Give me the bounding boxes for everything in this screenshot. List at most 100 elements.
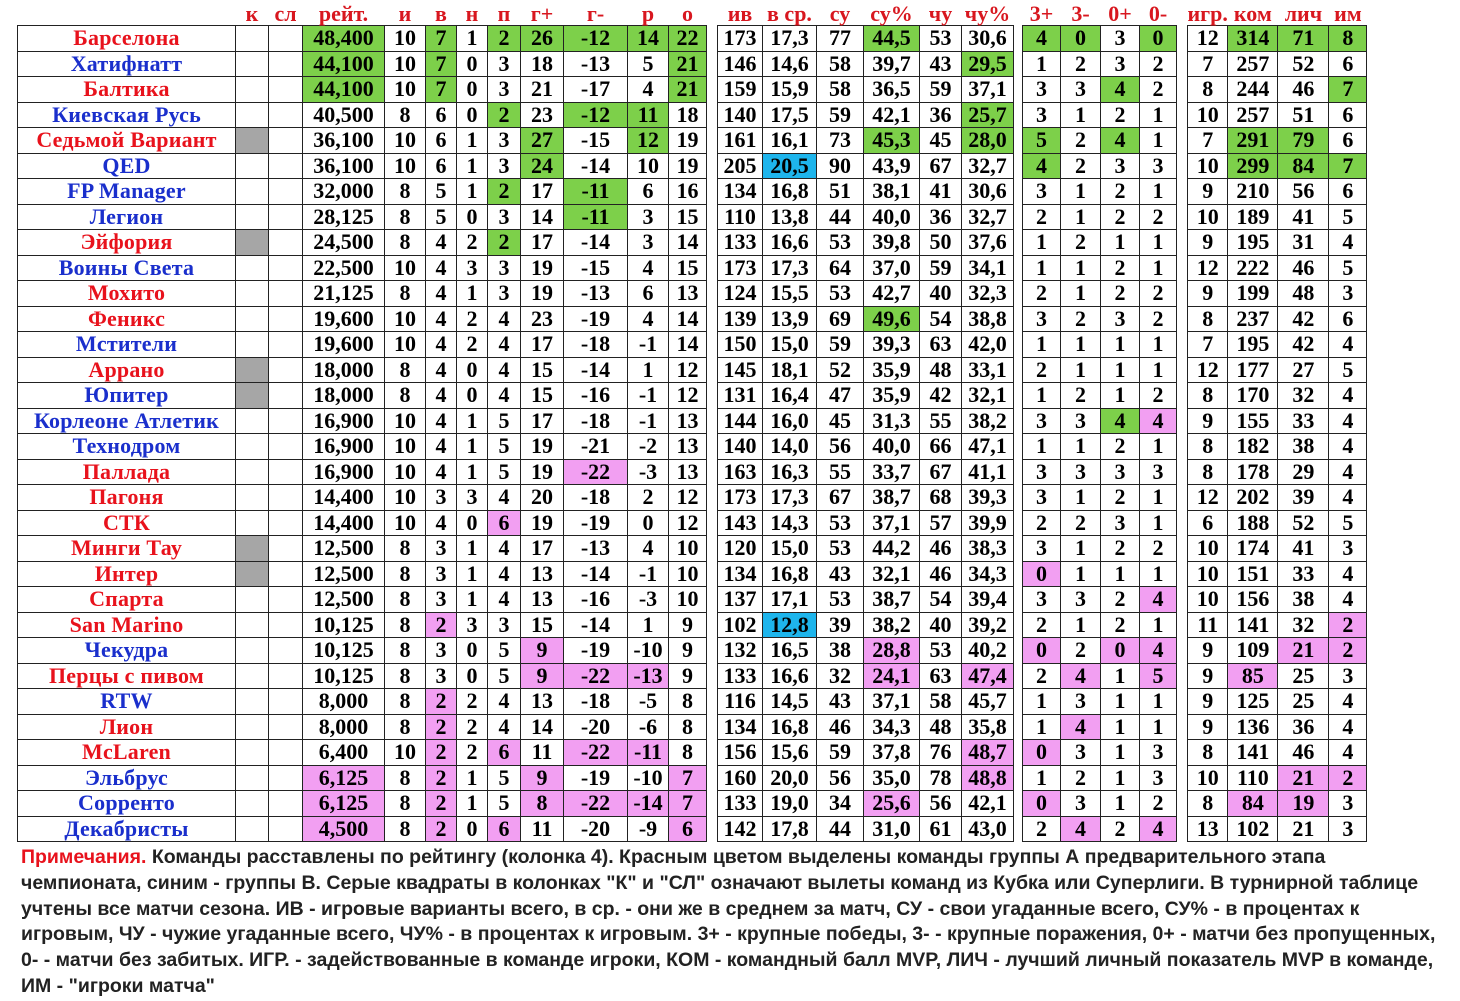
column-gap	[1176, 586, 1188, 612]
games-cell: 10	[384, 458, 426, 485]
personal-mvp-cell: 27	[1277, 356, 1330, 383]
draws-cell: 1	[456, 535, 488, 562]
goal-diff-cell: 1	[627, 356, 669, 383]
own-guessed-cell: 64	[816, 254, 864, 281]
big-losses-cell: 1	[1060, 611, 1101, 638]
table-row: Технодром 16,900 10 4 1 5 19 -21 -2 13 140 14,0 56 40…	[17, 433, 1368, 460]
team-mvp-cell: 125	[1227, 688, 1279, 715]
table-row: Балтика 44,100 10 7 0 3 21 -17 4 21 159 15,9 58 36,5 5…	[17, 76, 1368, 103]
rating-cell: 10,125	[302, 611, 385, 638]
goals-against-cell: -19	[563, 764, 628, 791]
column-gap	[706, 204, 718, 230]
goals-for-cell: 19	[520, 509, 564, 536]
column-gap	[706, 76, 718, 102]
other-guessed-cell: 59	[919, 76, 962, 103]
goal-diff-cell: -2	[627, 433, 669, 460]
own-guessed-pct-cell: 38,2	[863, 611, 920, 638]
draws-cell: 1	[456, 433, 488, 460]
rating-cell: 21,125	[302, 280, 385, 307]
goal-diff-cell: -10	[627, 764, 669, 791]
wins-cell: 6	[425, 127, 457, 154]
big-wins-cell: 2	[1022, 356, 1061, 383]
big-wins-cell: 4	[1022, 152, 1061, 179]
goals-against-cell: -14	[563, 152, 628, 179]
own-guessed-cell: 58	[816, 50, 864, 77]
notes-label: Примечания.	[21, 846, 147, 868]
own-guessed-cell: 69	[816, 305, 864, 332]
goal-diff-cell: 6	[627, 280, 669, 307]
team-mvp-cell: 177	[1227, 356, 1279, 383]
big-losses-cell: 2	[1060, 127, 1101, 154]
players-of-match-cell: 4	[1328, 713, 1368, 740]
own-guessed-pct-cell: 28,8	[863, 637, 920, 664]
other-guessed-cell: 63	[919, 331, 962, 358]
big-losses-cell: 2	[1060, 509, 1101, 536]
failed-to-score-cell: 1	[1139, 229, 1177, 256]
cup-status-cell	[235, 101, 269, 128]
failed-to-score-cell: 1	[1139, 331, 1177, 358]
superleague-status-cell	[268, 101, 303, 128]
big-wins-cell: 2	[1022, 509, 1061, 536]
team-mvp-cell: 210	[1227, 178, 1279, 205]
team-name: Корлеоне Атлетик	[17, 407, 236, 434]
losses-cell: 3	[487, 50, 521, 77]
goals-for-cell: 26	[520, 25, 564, 52]
players-cell: 8	[1186, 433, 1229, 460]
column-gap	[1013, 663, 1023, 689]
team-mvp-cell: 174	[1227, 535, 1279, 562]
team-name: Балтика	[17, 76, 236, 103]
column-gap	[1176, 306, 1188, 332]
table-row: Сорренто 6,125 8 2 1 5 8 -22 -14 7 133 19,0 34 25,6 56…	[17, 790, 1368, 817]
wins-cell: 5	[425, 203, 457, 230]
games-cell: 10	[384, 331, 426, 358]
header-col: р	[641, 1, 655, 26]
team-name: McLaren	[17, 739, 236, 766]
team-mvp-cell: 156	[1227, 586, 1279, 613]
goals-against-cell: -22	[563, 458, 628, 485]
header-col: игр.	[1187, 1, 1228, 26]
other-guessed-pct-cell: 41,1	[961, 458, 1014, 485]
goals-against-cell: -20	[563, 713, 628, 740]
other-guessed-cell: 53	[919, 25, 962, 52]
column-gap	[1176, 714, 1188, 740]
other-guessed-cell: 54	[919, 586, 962, 613]
variants-avg-cell: 17,3	[762, 254, 817, 281]
variants-avg-cell: 17,3	[762, 25, 817, 52]
players-of-match-cell: 4	[1328, 484, 1368, 511]
cup-status-cell	[235, 509, 269, 536]
losses-cell: 3	[487, 127, 521, 154]
rating-cell: 48,400	[302, 25, 385, 52]
rating-cell: 24,500	[302, 229, 385, 256]
points-cell: 14	[668, 229, 707, 256]
variants-avg-cell: 14,6	[762, 50, 817, 77]
goals-for-cell: 21	[520, 76, 564, 103]
goal-diff-cell: -5	[627, 688, 669, 715]
table-row: Мстители 19,600 10 4 2 4 17 -18 -1 14 150 15,0 59 39,…	[17, 331, 1368, 358]
own-guessed-pct-cell: 45,3	[863, 127, 920, 154]
goals-for-cell: 15	[520, 611, 564, 638]
goals-for-cell: 13	[520, 586, 564, 613]
superleague-status-cell	[268, 203, 303, 230]
goals-against-cell: -16	[563, 586, 628, 613]
games-cell: 8	[384, 535, 426, 562]
table-row: Паллада 16,900 10 4 1 5 19 -22 -3 13 163 16,3 55 33,7…	[17, 458, 1368, 485]
superleague-status-cell	[268, 688, 303, 715]
variants-total-cell: 133	[717, 662, 763, 689]
own-guessed-pct-cell: 36,5	[863, 76, 920, 103]
games-cell: 10	[384, 152, 426, 179]
players-of-match-cell: 2	[1328, 637, 1368, 664]
personal-mvp-cell: 46	[1277, 739, 1330, 766]
personal-mvp-cell: 41	[1277, 203, 1330, 230]
draws-cell: 0	[456, 815, 488, 842]
games-cell: 10	[384, 76, 426, 103]
own-guessed-pct-cell: 37,1	[863, 688, 920, 715]
column-gap	[1013, 229, 1023, 255]
superleague-status-cell	[268, 280, 303, 307]
losses-cell: 4	[487, 535, 521, 562]
team-mvp-cell: 141	[1227, 739, 1279, 766]
points-cell: 16	[668, 178, 707, 205]
superleague-status-cell	[268, 356, 303, 383]
cup-status-cell	[235, 382, 269, 409]
goals-against-cell: -21	[563, 433, 628, 460]
wins-cell: 3	[425, 535, 457, 562]
